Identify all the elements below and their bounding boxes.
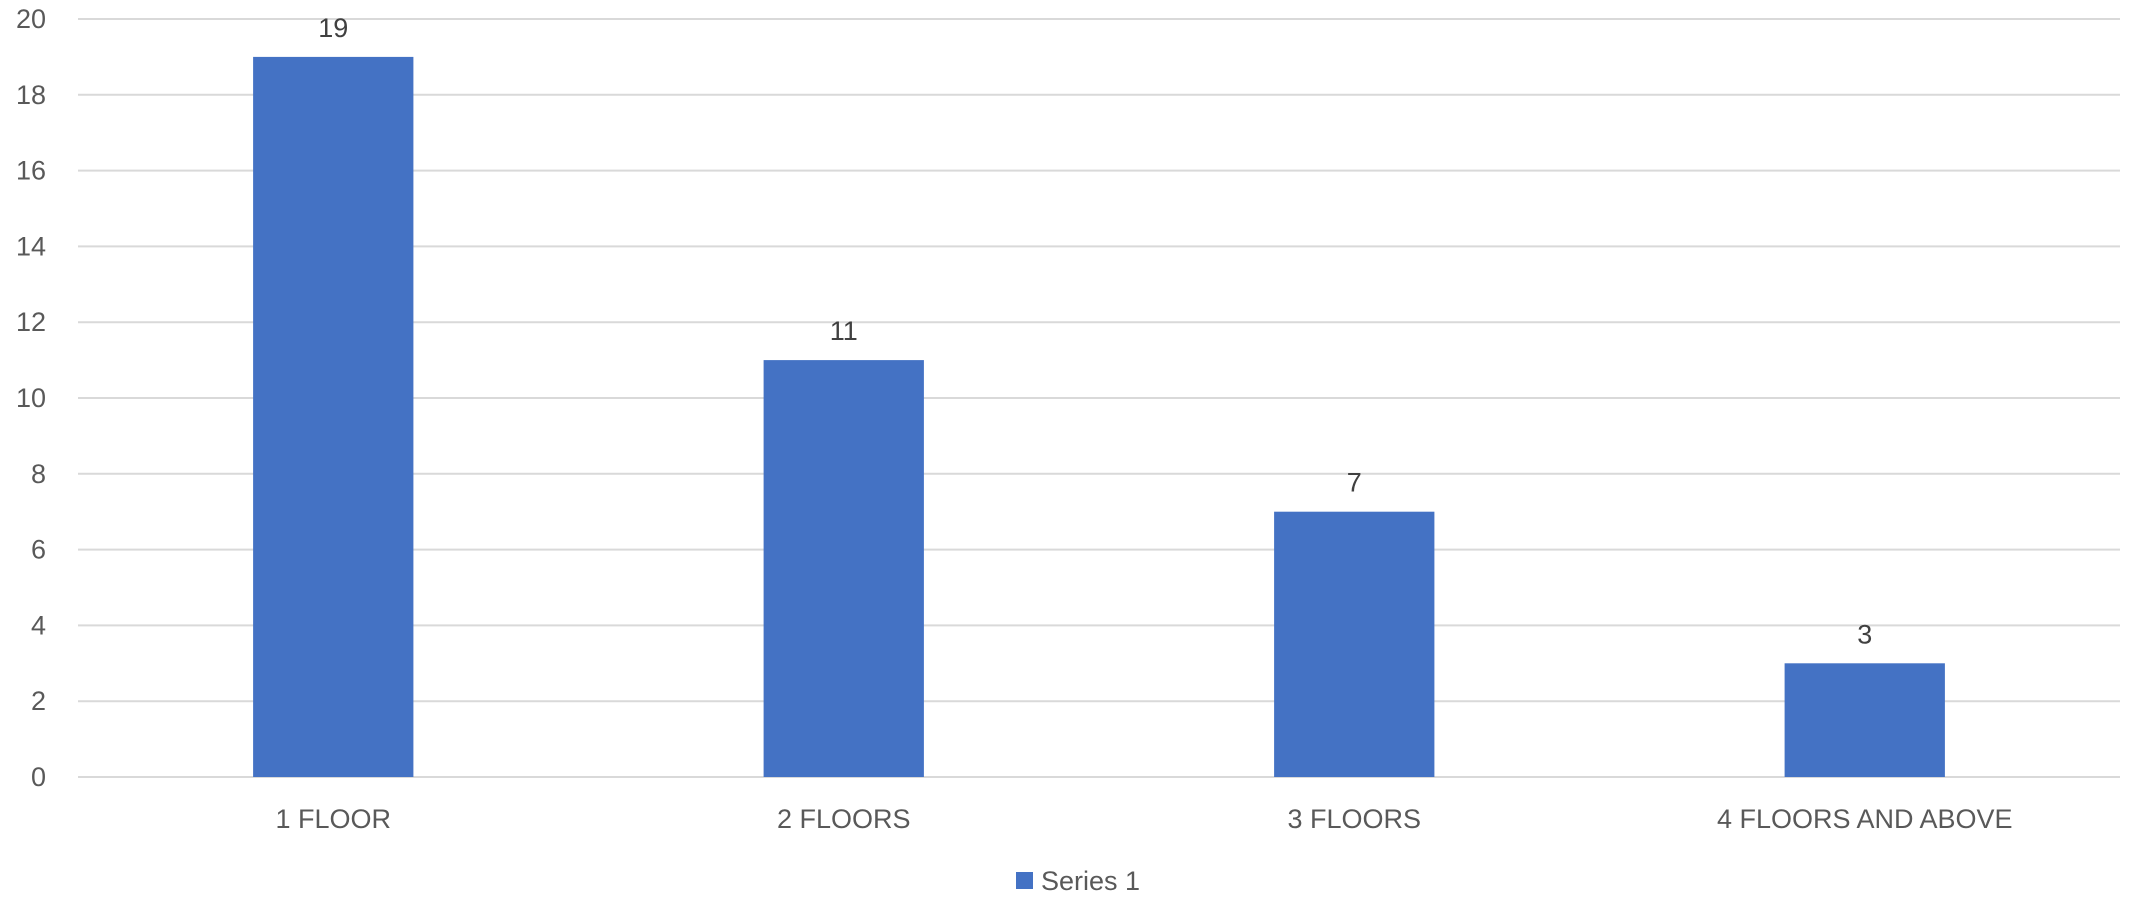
legend: Series 1 [1016,866,1140,896]
x-category-label: 1 FLOOR [275,804,391,834]
y-tick-label: 2 [31,686,46,716]
y-axis-tick-labels: 0 2 4 6 8 10 12 14 16 18 20 [16,4,46,792]
legend-label-series-1: Series 1 [1041,866,1140,896]
y-tick-label: 16 [16,156,46,186]
data-label: 3 [1857,619,1872,649]
gridlines [78,18,2120,778]
data-label: 19 [318,13,348,43]
y-tick-label: 18 [16,80,46,110]
x-category-label: 4 FLOORS AND ABOVE [1717,804,2013,834]
x-category-label: 3 FLOORS [1287,804,1421,834]
y-tick-label: 0 [31,762,46,792]
bar-4-floors-and-above [1784,663,1945,777]
data-label: 7 [1347,468,1362,498]
x-category-label: 2 FLOORS [777,804,911,834]
y-tick-label: 20 [16,4,46,34]
legend-swatch-series-1 [1016,872,1033,889]
y-tick-label: 12 [16,307,46,337]
bars [253,56,1945,777]
data-labels: 19 11 7 3 [318,13,1872,649]
bar-1-floor [253,56,414,777]
y-tick-label: 8 [31,459,46,489]
x-axis-category-labels: 1 FLOOR 2 FLOORS 3 FLOORS 4 FLOORS AND ABOV… [275,804,2012,834]
bar-2-floors [763,360,924,777]
y-tick-label: 14 [16,231,46,261]
data-label: 11 [830,316,858,346]
y-tick-label: 6 [31,535,46,565]
bar-3-floors [1274,511,1435,777]
y-tick-label: 4 [31,610,46,640]
y-tick-label: 10 [16,383,46,413]
